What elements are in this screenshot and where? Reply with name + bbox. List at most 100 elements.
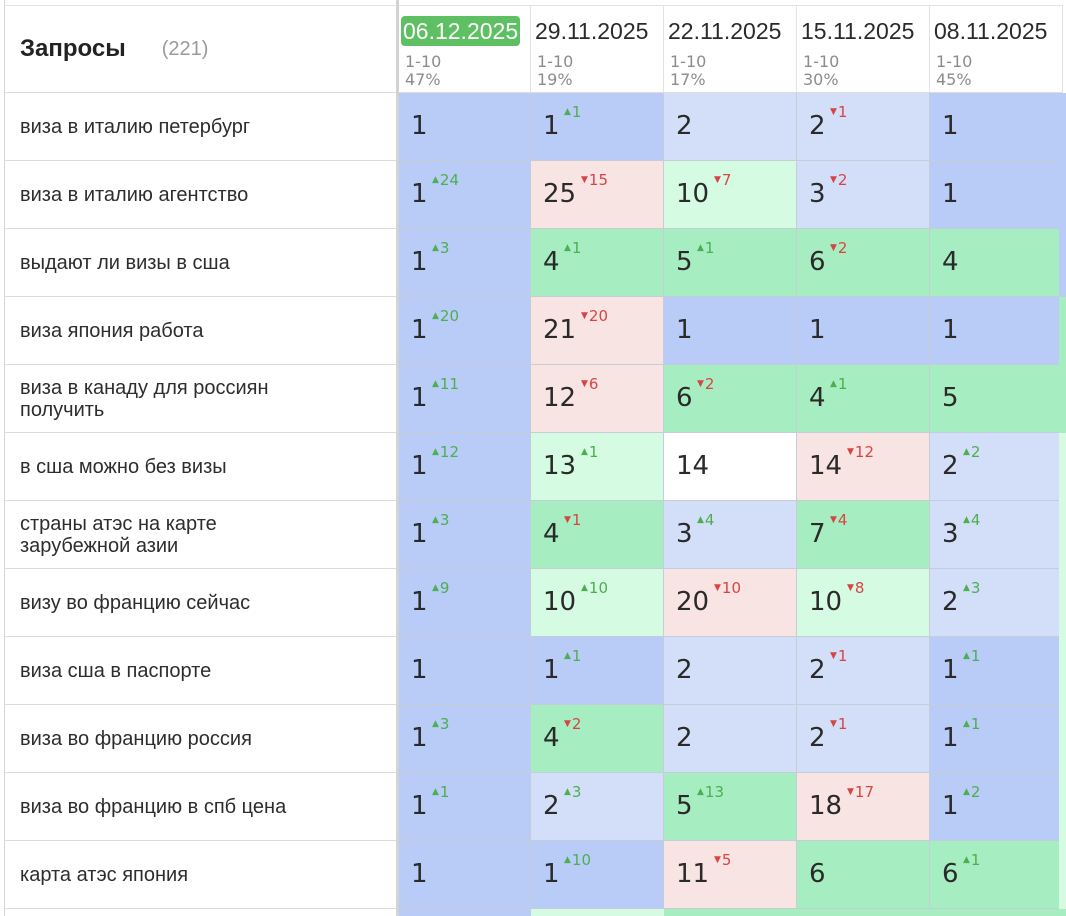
position-cell[interactable]: 3 ▼2: [797, 161, 930, 229]
position-cell[interactable]: 1 ▲12: [399, 433, 531, 501]
position-cell[interactable]: 1 ▲24: [399, 161, 531, 229]
position-cell[interactable]: 1: [930, 161, 1063, 229]
position-cell[interactable]: 10 ▼7: [664, 161, 797, 229]
date-label[interactable]: 29.11.2025: [535, 18, 649, 44]
query-row[interactable]: виза во францию россия: [4, 705, 396, 773]
query-row[interactable]: страны атэс на карте зарубежной азии: [4, 501, 396, 569]
query-row[interactable]: виза в италию петербург: [4, 93, 396, 161]
position-cell[interactable]: 2 ▲2: [930, 433, 1063, 501]
query-label[interactable]: визу во францию сейчас: [20, 591, 251, 614]
position-cell[interactable]: 1 ▲1: [399, 773, 531, 841]
date-label[interactable]: 22.11.2025: [668, 18, 782, 44]
arrow-up-icon: ▲: [830, 379, 837, 389]
position-cell[interactable]: 25 ▼15: [531, 161, 664, 229]
position-value: 3: [809, 179, 826, 209]
position-cell[interactable]: 12 ▼6: [531, 365, 664, 433]
position-cell[interactable]: 1: [399, 93, 531, 161]
position-cell[interactable]: 6 ▼2: [664, 365, 797, 433]
position-cell[interactable]: 13 ▲1: [531, 433, 664, 501]
position-cell[interactable]: 6: [797, 841, 930, 909]
date-column-header[interactable]: 06.12.2025 1-10 47%: [399, 5, 531, 93]
position-cell[interactable]: 2: [664, 637, 797, 705]
position-cell[interactable]: 5 ▲1: [664, 229, 797, 297]
date-column-header[interactable]: 29.11.2025 1-10 19%: [531, 5, 664, 93]
position-cell[interactable]: 2 ▼1: [797, 93, 930, 161]
query-row[interactable]: виза в италию агентство: [4, 161, 396, 229]
position-cell[interactable]: 1 ▲3: [399, 229, 531, 297]
query-label[interactable]: страны атэс на карте зарубежной азии: [20, 512, 217, 557]
query-row[interactable]: виза сша в паспорте: [4, 637, 396, 705]
position-change-value: 1: [571, 239, 582, 257]
query-label[interactable]: виза во францию в спб цена: [20, 795, 287, 818]
position-cell[interactable]: 2 ▼1: [797, 705, 930, 773]
position-cell[interactable]: 1 ▲3: [399, 501, 531, 569]
query-label[interactable]: виза сша в паспорте: [20, 659, 212, 682]
position-cell[interactable]: 2 ▼1: [797, 637, 930, 705]
position-cell[interactable]: 1 ▲2: [930, 773, 1063, 841]
position-cell[interactable]: 21 ▼20: [531, 297, 664, 365]
position-cell[interactable]: 1: [399, 841, 531, 909]
query-label[interactable]: карта атэс япония: [20, 863, 189, 886]
date-column-header[interactable]: 15.11.2025 1-10 30%: [797, 5, 930, 93]
position-value: 1: [942, 315, 959, 345]
position-cell[interactable]: 1: [930, 297, 1063, 365]
position-cell[interactable]: 3 ▲4: [664, 501, 797, 569]
position-cell[interactable]: 1 ▲1: [930, 637, 1063, 705]
position-cell[interactable]: 1: [797, 297, 930, 365]
position-cell[interactable]: 6 ▲1: [930, 841, 1063, 909]
query-label[interactable]: виза в италию петербург: [20, 115, 251, 138]
query-label[interactable]: виза япония работа: [20, 319, 204, 342]
position-cell[interactable]: 1 ▲11: [399, 365, 531, 433]
query-row[interactable]: виза япония работа: [4, 297, 396, 365]
position-cell[interactable]: 11 ▼5: [664, 841, 797, 909]
date-label[interactable]: 15.11.2025: [801, 18, 915, 44]
query-label[interactable]: в сша можно без визы: [20, 455, 227, 478]
position-cell[interactable]: 1 ▲1: [531, 637, 664, 705]
query-row[interactable]: в сша можно без визы: [4, 433, 396, 501]
position-cell[interactable]: 20 ▼10: [664, 569, 797, 637]
query-label[interactable]: виза в италию агентство: [20, 183, 249, 206]
date-label[interactable]: 08.11.2025: [934, 18, 1048, 44]
position-cell[interactable]: 2 ▲3: [930, 569, 1063, 637]
position-cell[interactable]: 10 ▼8: [797, 569, 930, 637]
position-change-value: 17: [854, 783, 875, 801]
position-cell[interactable]: 18 ▼17: [797, 773, 930, 841]
date-column-header[interactable]: 22.11.2025 1-10 17%: [664, 5, 797, 93]
position-cell[interactable]: 1 ▲9: [399, 569, 531, 637]
position-cell[interactable]: 1: [930, 93, 1063, 161]
query-label[interactable]: выдают ли визы в сша: [20, 251, 230, 274]
query-row[interactable]: выдают ли визы в сша: [4, 229, 396, 297]
position-cell[interactable]: 1: [664, 297, 797, 365]
position-cell[interactable]: 1: [399, 637, 531, 705]
date-range: 1-10: [670, 52, 707, 71]
position-cell[interactable]: 2 ▲3: [531, 773, 664, 841]
query-label[interactable]: виза во францию россия: [20, 727, 252, 750]
position-cell[interactable]: 1 ▲1: [531, 93, 664, 161]
position-cell[interactable]: 5 ▲13: [664, 773, 797, 841]
position-cell[interactable]: 14: [664, 433, 797, 501]
position-cell[interactable]: 14 ▼12: [797, 433, 930, 501]
position-cell[interactable]: 5: [930, 365, 1063, 433]
query-row[interactable]: виза во францию в спб цена: [4, 773, 396, 841]
position-cell[interactable]: 2: [664, 93, 797, 161]
position-cell[interactable]: 4 ▲1: [531, 229, 664, 297]
query-row[interactable]: визу во францию сейчас: [4, 569, 396, 637]
position-cell[interactable]: 2: [664, 705, 797, 773]
active-date-label[interactable]: 06.12.2025: [401, 16, 521, 46]
date-column-header[interactable]: 08.11.2025 1-10 45%: [930, 5, 1063, 93]
query-row[interactable]: виза в канаду для россиян получить: [4, 365, 396, 433]
position-cell[interactable]: 1 ▲10: [531, 841, 664, 909]
position-cell[interactable]: 4 ▼1: [531, 501, 664, 569]
query-label[interactable]: виза в канаду для россиян получить: [20, 376, 269, 421]
position-cell[interactable]: 10 ▲10: [531, 569, 664, 637]
position-cell[interactable]: 4: [930, 229, 1063, 297]
position-cell[interactable]: 1 ▲1: [930, 705, 1063, 773]
position-cell[interactable]: 4 ▲1: [797, 365, 930, 433]
position-cell[interactable]: 7 ▼4: [797, 501, 930, 569]
position-cell[interactable]: 3 ▲4: [930, 501, 1063, 569]
position-cell[interactable]: 1 ▲3: [399, 705, 531, 773]
position-cell[interactable]: 6 ▼2: [797, 229, 930, 297]
query-row[interactable]: карта атэс япония: [4, 841, 396, 909]
position-cell[interactable]: 1 ▲20: [399, 297, 531, 365]
position-cell[interactable]: 4 ▼2: [531, 705, 664, 773]
